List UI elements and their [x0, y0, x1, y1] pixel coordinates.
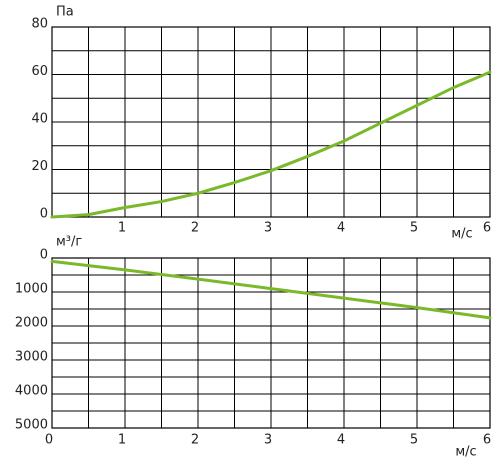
y-tick-label: 80	[31, 17, 48, 32]
y-axis-label: Па	[56, 5, 74, 20]
data-line	[50, 70, 492, 219]
x-tick-label: 5	[410, 221, 418, 236]
y-tick-label: 40	[31, 112, 48, 127]
y-tick-label: 5000	[15, 418, 48, 433]
x-tick-label: 4	[337, 221, 345, 236]
x-tick-label: 6	[483, 433, 491, 448]
x-tick-label: 1	[118, 221, 126, 236]
x-tick-label: 6	[483, 221, 491, 236]
y-tick-label: 0	[40, 207, 48, 222]
y-tick-label: 60	[31, 64, 48, 79]
x-axis-label: м/с	[451, 227, 472, 242]
x-tick-label: 5	[410, 433, 418, 448]
plot-frame	[51, 26, 491, 218]
x-tick-label: 4	[337, 433, 345, 448]
x-tick-label: 3	[264, 433, 272, 448]
data-line	[50, 259, 492, 320]
x-tick-label: 3	[264, 221, 272, 236]
y-tick-label: 1000	[15, 282, 48, 297]
x-tick-label: 2	[191, 221, 199, 236]
x-axis-label: м/с	[455, 445, 476, 460]
y-tick-label: 4000	[15, 384, 48, 399]
x-tick-label: 1	[118, 433, 126, 448]
x-tick-label: 0	[45, 433, 53, 448]
plot-frame	[51, 257, 491, 429]
y-tick-label: 0	[40, 248, 48, 263]
x-tick-label: 2	[191, 433, 199, 448]
y-tick-label: 20	[31, 159, 48, 174]
y-tick-label: 2000	[15, 316, 48, 331]
y-axis-label: м³/г	[56, 235, 82, 250]
y-tick-label: 3000	[15, 350, 48, 365]
